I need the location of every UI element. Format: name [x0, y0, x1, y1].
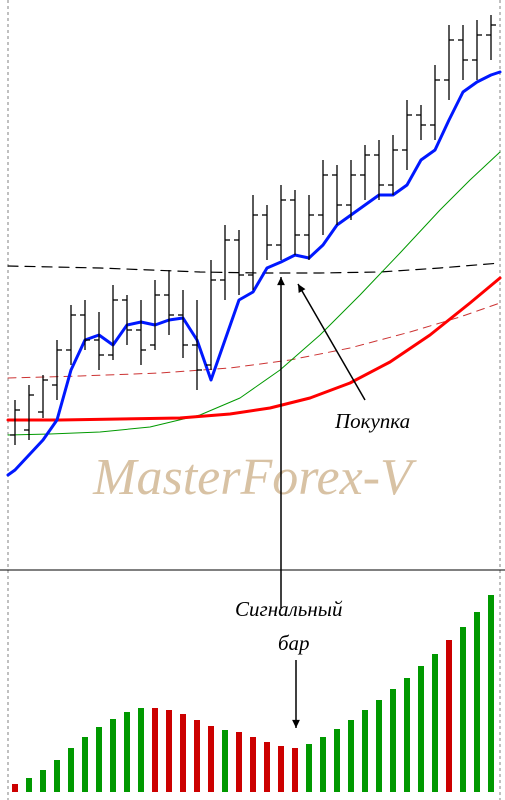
histogram-bar	[124, 712, 130, 792]
arrow-vertical-head	[277, 277, 285, 285]
chart-svg	[0, 0, 505, 800]
arrow-signal-down-head	[292, 720, 300, 728]
histogram-bar	[138, 708, 144, 792]
histogram-bar	[292, 748, 298, 792]
red_dash-line	[8, 303, 500, 378]
histogram-bar	[488, 595, 494, 792]
histogram-bar	[446, 640, 452, 792]
histogram-bar	[460, 627, 466, 792]
histogram-bar	[68, 748, 74, 792]
histogram-bar	[334, 729, 340, 792]
chart-root: MasterForex-V Покупка Сигнальный бар	[0, 0, 505, 800]
histogram-bar	[348, 720, 354, 792]
green-line	[8, 152, 500, 435]
histogram-bar	[54, 760, 60, 792]
histogram-bar	[418, 666, 424, 792]
histogram-bar	[236, 732, 242, 792]
histogram-bar	[264, 742, 270, 792]
histogram-bar	[278, 746, 284, 792]
histogram-bar	[40, 770, 46, 792]
histogram-bar	[166, 710, 172, 792]
histogram-bar	[222, 730, 228, 792]
histogram-bar	[390, 689, 396, 792]
histogram-bar	[96, 727, 102, 792]
histogram-bar	[180, 714, 186, 792]
histogram-bar	[26, 778, 32, 792]
arrow-buy-line	[298, 284, 365, 400]
histogram-bar	[12, 784, 18, 792]
histogram-bar	[250, 737, 256, 792]
histogram-bar	[208, 726, 214, 792]
histogram-bar	[306, 744, 312, 792]
histogram-bar	[474, 612, 480, 792]
black_dash-line	[8, 263, 500, 273]
histogram-bar	[376, 700, 382, 792]
histogram-bar	[404, 678, 410, 792]
histogram-bar	[82, 737, 88, 792]
histogram-bar	[320, 737, 326, 792]
histogram-bar	[362, 710, 368, 792]
histogram-bar	[432, 654, 438, 792]
histogram-bar	[110, 719, 116, 792]
histogram-bar	[152, 708, 158, 792]
histogram-bar	[194, 720, 200, 792]
